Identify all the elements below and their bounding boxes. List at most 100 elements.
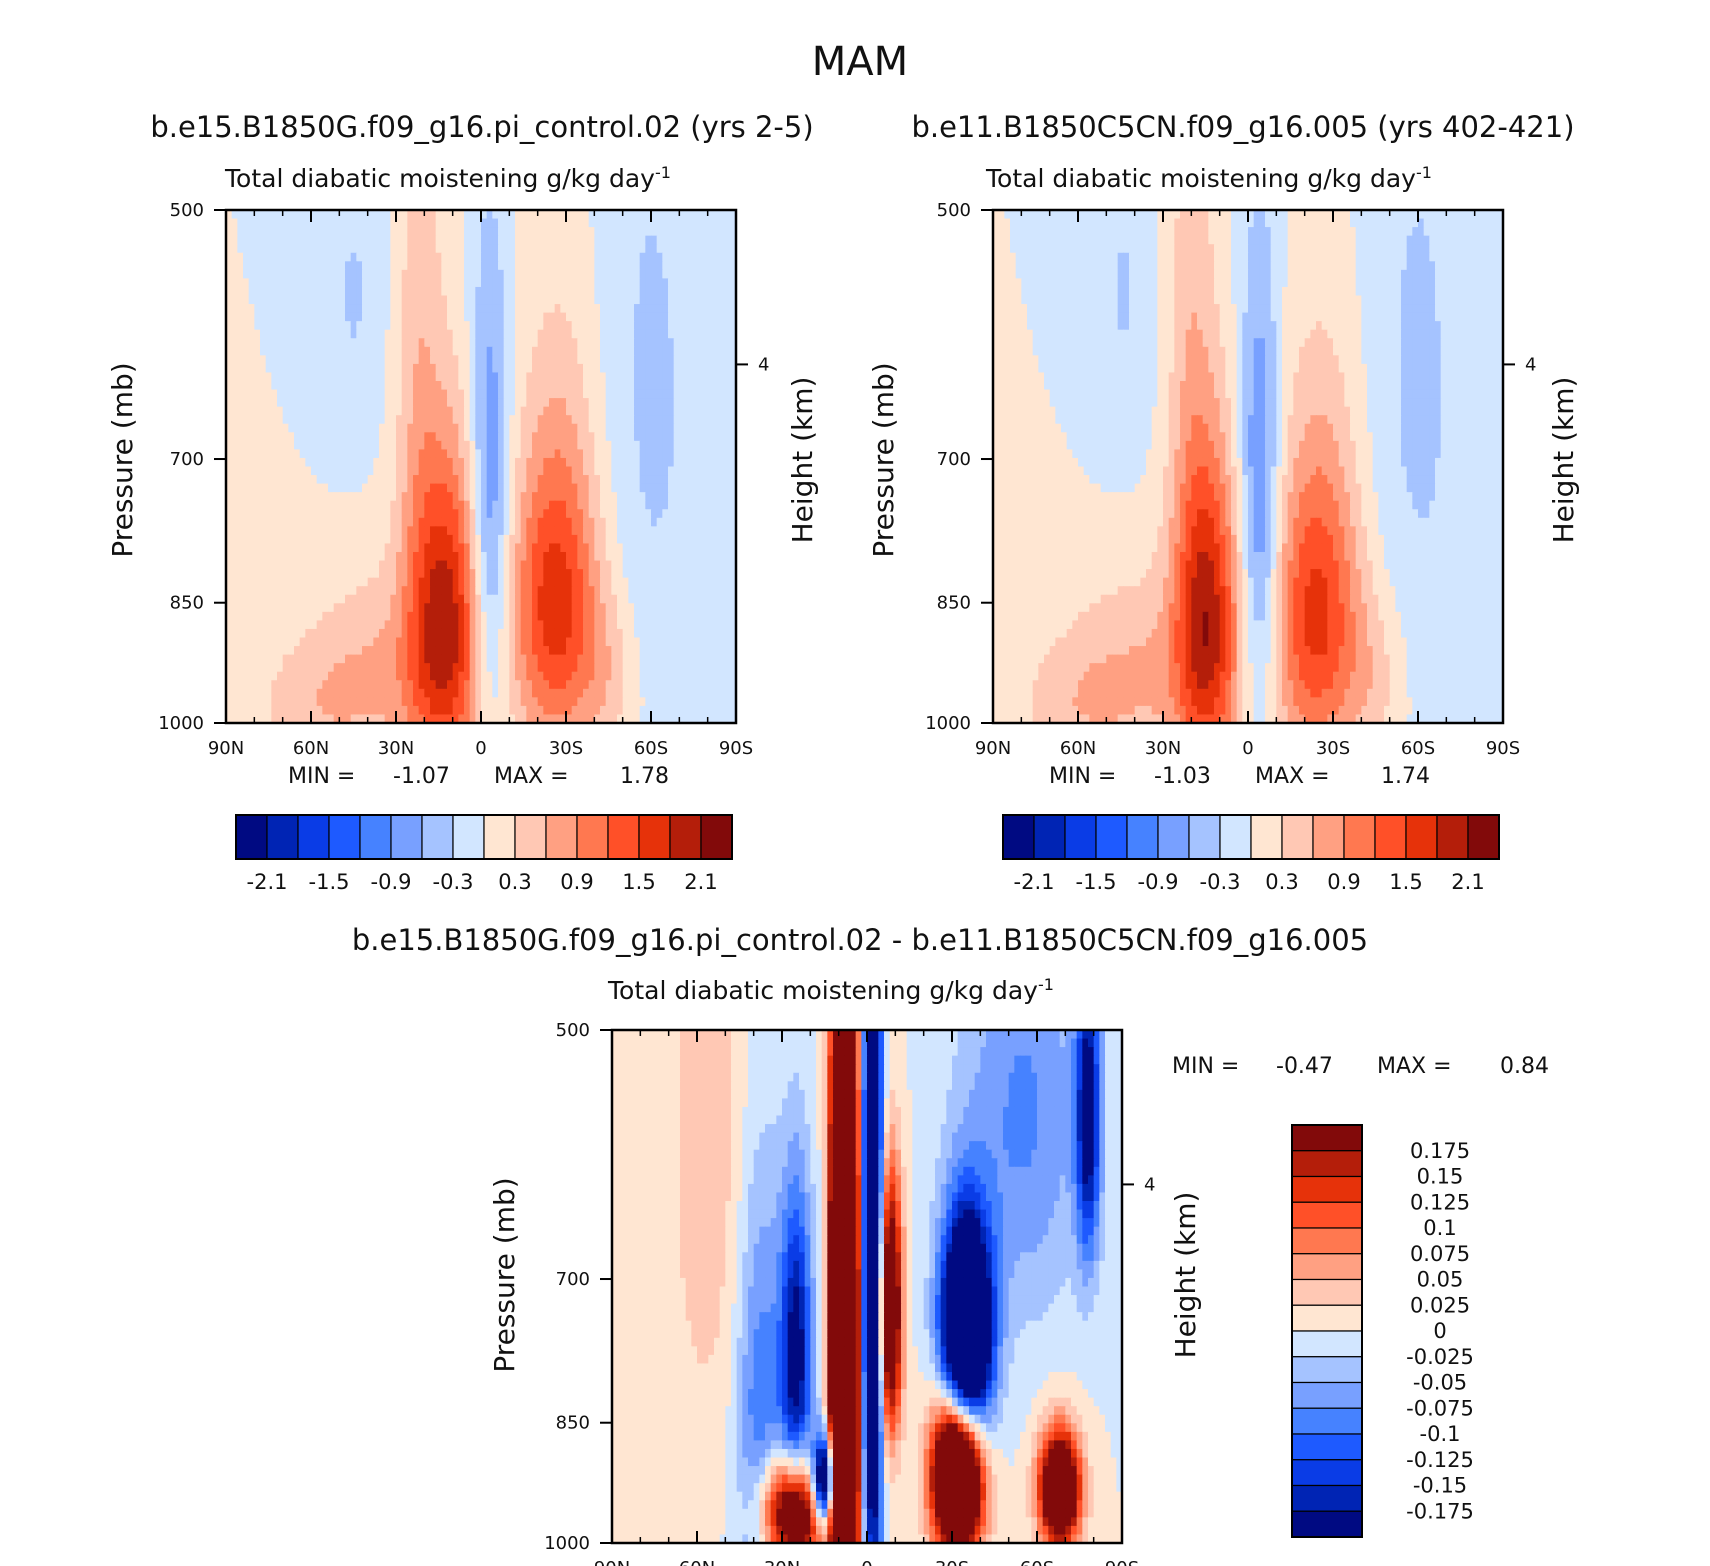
field-cell <box>679 244 686 254</box>
field-cell <box>373 552 380 562</box>
field-cell <box>634 389 641 399</box>
field-cell <box>605 295 612 305</box>
field-cell <box>554 406 561 416</box>
field-cell <box>696 577 703 587</box>
field-cell <box>673 586 680 596</box>
field-cell <box>282 363 289 374</box>
field-cell <box>588 500 595 510</box>
field-cell <box>418 389 425 399</box>
field-cell <box>515 329 522 339</box>
field-cell <box>492 509 499 519</box>
field-cell <box>288 252 295 262</box>
field-cell <box>509 620 516 630</box>
field-cell <box>656 406 663 416</box>
field-cell <box>243 543 250 553</box>
field-cell <box>362 261 369 271</box>
field-cell <box>537 475 544 485</box>
field-cell <box>305 517 312 527</box>
field-cell <box>549 304 556 314</box>
field-cell <box>373 398 380 408</box>
field-cell <box>560 295 567 305</box>
field-cell <box>577 321 584 331</box>
field-cell <box>475 252 482 262</box>
field-cell <box>566 560 573 570</box>
field-cell <box>730 432 737 442</box>
field-cell <box>322 509 329 519</box>
field-cell <box>622 261 629 271</box>
field-cell <box>345 475 352 485</box>
field-cell <box>237 286 244 297</box>
field-cell <box>333 261 340 271</box>
field-cell <box>288 492 295 502</box>
field-cell <box>509 244 516 254</box>
field-cell <box>668 389 675 399</box>
field-cell <box>673 329 680 339</box>
field-cell <box>605 321 612 331</box>
field-cell <box>617 628 624 639</box>
field-cell <box>424 278 431 288</box>
field-cell <box>679 304 686 314</box>
field-cell <box>628 526 635 536</box>
field-cell <box>260 654 267 664</box>
field-cell <box>577 483 584 493</box>
field-cell <box>656 560 663 570</box>
field-cell <box>617 440 624 450</box>
field-cell <box>645 449 652 459</box>
field-cell <box>554 663 561 673</box>
field-cell <box>560 304 567 314</box>
field-cell <box>549 628 556 639</box>
field-cell <box>486 338 493 348</box>
field-cell <box>435 663 442 673</box>
field-cell <box>730 235 737 245</box>
field-cell <box>379 509 386 519</box>
field-cell <box>367 278 374 288</box>
field-cell <box>617 355 624 365</box>
field-cell <box>673 321 680 331</box>
field-cell <box>730 415 737 425</box>
field-cell <box>413 218 420 228</box>
field-cell <box>486 466 493 476</box>
field-cell <box>605 381 612 391</box>
field-cell <box>713 492 720 502</box>
field-cell <box>498 423 505 433</box>
field-cell <box>407 304 414 314</box>
field-cell <box>333 406 340 416</box>
field-cell <box>577 500 584 510</box>
field-cell <box>447 235 454 245</box>
field-cell <box>401 628 408 639</box>
field-cell <box>237 637 244 647</box>
field-cell <box>339 346 346 356</box>
field-cell <box>418 637 425 647</box>
field-cell <box>560 492 567 502</box>
field-cell <box>713 526 720 536</box>
field-cell <box>662 261 669 271</box>
field-cell <box>237 483 244 493</box>
field-cell <box>481 252 488 262</box>
field-cell <box>690 312 697 322</box>
field-cell <box>328 440 335 450</box>
field-cell <box>294 671 301 681</box>
field-cell <box>413 210 420 220</box>
field-cell <box>571 398 578 408</box>
field-cell <box>226 466 233 476</box>
field-cell <box>333 304 340 314</box>
field-cell <box>509 252 516 262</box>
field-cell <box>464 646 471 656</box>
field-cell <box>481 218 488 228</box>
field-cell <box>435 680 442 690</box>
field-cell <box>356 355 363 365</box>
field-cell <box>656 389 663 399</box>
field-cell <box>560 372 567 382</box>
field-cell <box>271 363 278 374</box>
field-cell <box>520 381 527 391</box>
field-cell <box>277 457 284 468</box>
field-cell <box>617 338 624 348</box>
field-cell <box>413 372 420 382</box>
field-cell <box>390 398 397 408</box>
field-cell <box>594 406 601 416</box>
field-cell <box>373 269 380 279</box>
field-cell <box>260 500 267 510</box>
field-cell <box>237 415 244 425</box>
field-cell <box>554 560 561 570</box>
field-cell <box>639 304 646 314</box>
